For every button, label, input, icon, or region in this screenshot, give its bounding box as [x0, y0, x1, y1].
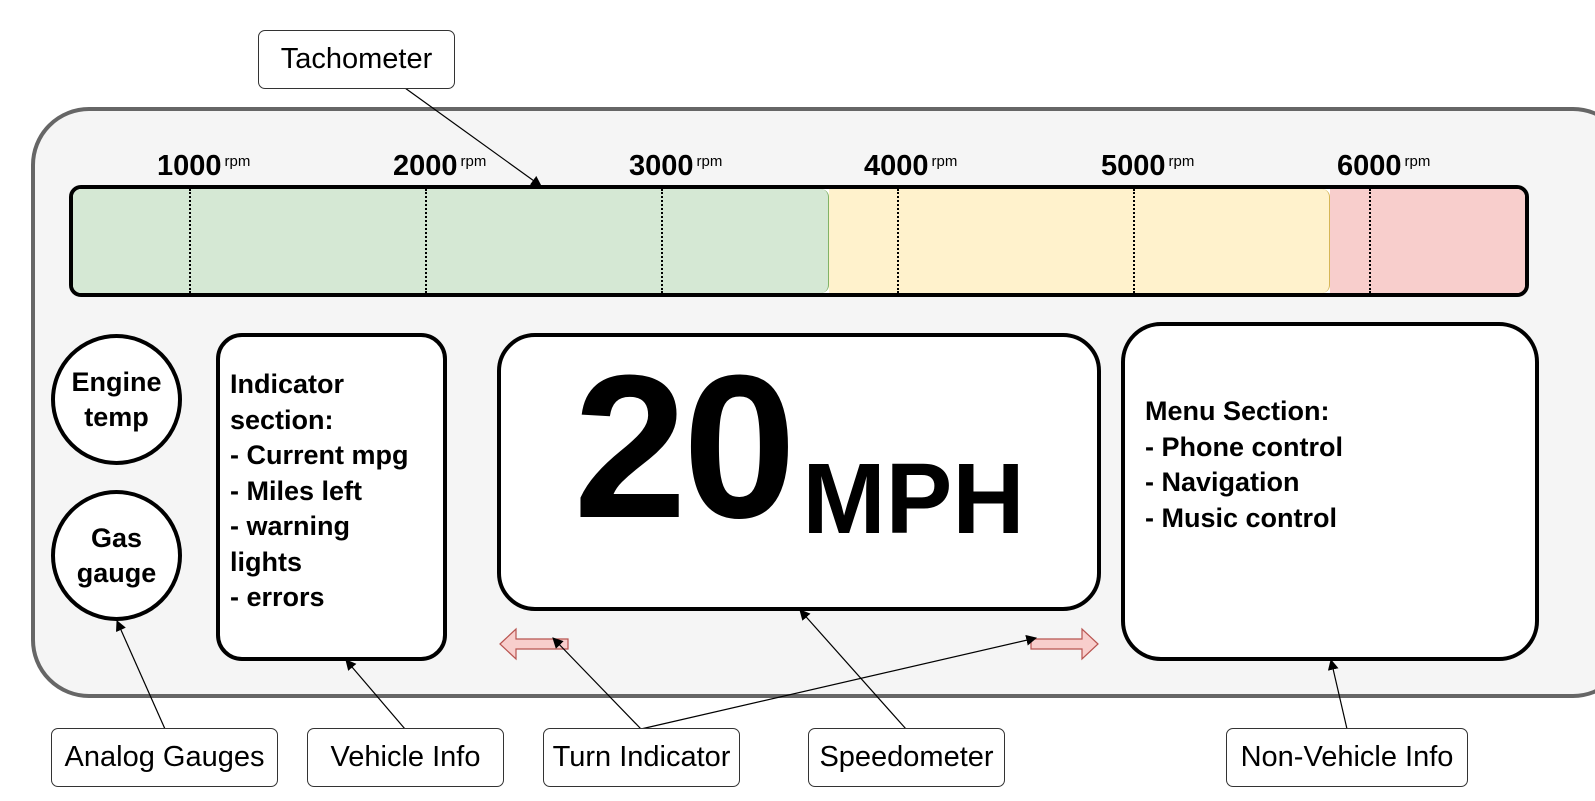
vehicle-info-callout: Vehicle Info	[307, 728, 504, 787]
tachometer-bar	[69, 185, 1529, 297]
rpm-tick-3000: 3000 rpm	[629, 150, 722, 184]
turn-indicator-callout: Turn Indicator	[543, 728, 740, 787]
tach-zone-normal	[73, 189, 829, 293]
indicator-line: - Current mpg	[230, 440, 409, 470]
rpm-tick-5000: 5000 rpm	[1101, 150, 1194, 184]
rpm-tick-value: 2000	[393, 150, 458, 182]
tach-zone-caution	[829, 189, 1330, 293]
rpm-tick-unit: rpm	[931, 153, 958, 170]
engine-temp-gauge: Engine temp	[51, 334, 182, 465]
rpm-tick-6000: 6000 rpm	[1337, 150, 1430, 184]
tach-gridline	[425, 189, 427, 293]
indicator-line: section:	[230, 404, 334, 435]
rpm-tick-value: 5000	[1101, 150, 1166, 182]
indicator-line: - errors	[230, 582, 325, 612]
tach-zone-redline	[1330, 189, 1525, 293]
rpm-tick-value: 1000	[157, 150, 222, 182]
indicator-line: - warning	[230, 511, 350, 541]
indicator-line: - Miles left	[230, 475, 363, 506]
tach-gridline	[189, 189, 191, 293]
rpm-tick-unit: rpm	[460, 153, 487, 170]
rpm-tick-unit: rpm	[696, 153, 723, 170]
gas-gauge: Gas gauge	[51, 490, 182, 621]
rpm-tick-value: 6000	[1337, 150, 1402, 182]
tach-gridline	[1133, 189, 1135, 293]
speedometer-callout: Speedometer	[808, 728, 1005, 787]
rpm-tick-unit: rpm	[1168, 153, 1195, 170]
gauge-label-line: Engine	[71, 366, 162, 397]
tach-gridline	[1369, 189, 1371, 293]
rpm-tick-2000: 2000 rpm	[393, 150, 486, 184]
rpm-tick-1000: 1000 rpm	[157, 150, 250, 184]
analog-gauges-callout: Analog Gauges	[51, 728, 278, 787]
rpm-tick-4000: 4000 rpm	[864, 150, 957, 184]
rpm-tick-unit: rpm	[1404, 153, 1431, 170]
menu-line: - Phone control	[1145, 431, 1343, 462]
menu-section: Menu Section: - Phone control - Navigati…	[1121, 322, 1539, 661]
tach-gridline	[661, 189, 663, 293]
indicator-section: Indicator section: - Current mpg - Miles…	[216, 333, 447, 661]
gauge-label-line: Gas	[90, 522, 143, 553]
tach-gridline	[897, 189, 899, 293]
menu-line: Menu Section:	[1145, 396, 1330, 426]
menu-line: - Music control	[1145, 502, 1338, 533]
gauge-label-line: temp	[84, 401, 149, 432]
speedometer-display: 20 MPH	[497, 333, 1101, 611]
tachometer-callout: Tachometer	[258, 30, 455, 89]
speed-unit: MPH	[802, 443, 1025, 555]
rpm-tick-unit: rpm	[224, 153, 251, 170]
speed-value: 20	[573, 333, 796, 561]
indicator-line: lights	[230, 546, 302, 577]
indicator-line: Indicator	[230, 369, 345, 399]
rpm-tick-value: 3000	[629, 150, 694, 182]
non-vehicle-info-callout: Non-Vehicle Info	[1226, 728, 1468, 787]
gauge-label-line: gauge	[76, 557, 157, 588]
rpm-tick-value: 4000	[864, 150, 929, 182]
menu-line: - Navigation	[1145, 467, 1300, 497]
